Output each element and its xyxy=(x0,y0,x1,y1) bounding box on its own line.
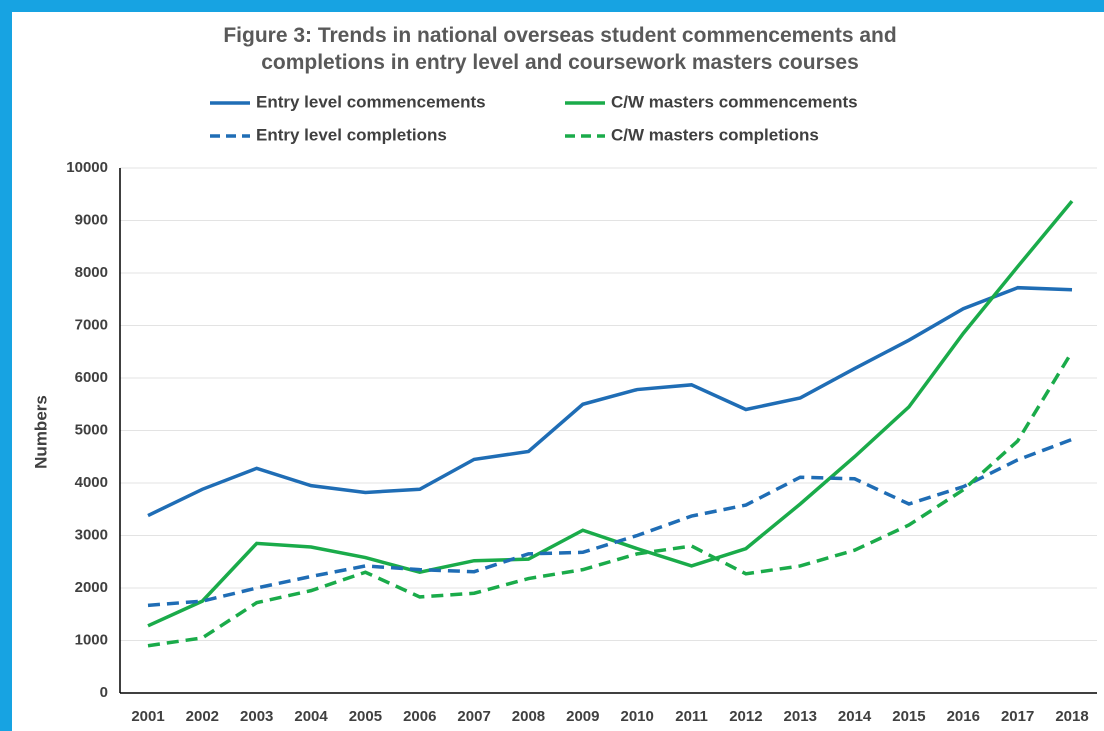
x-tick-label: 2003 xyxy=(240,708,273,725)
y-tick-label: 1000 xyxy=(75,631,108,648)
series-line xyxy=(147,199,1074,628)
legend-label: C/W masters completions xyxy=(611,125,819,144)
x-tick-label: 2016 xyxy=(947,708,980,725)
x-tick-label: 2017 xyxy=(1001,708,1034,725)
y-tick-label: 0 xyxy=(100,684,108,701)
y-tick-label: 6000 xyxy=(75,369,108,386)
y-tick-label: 9000 xyxy=(75,211,108,228)
series-line xyxy=(147,285,1073,518)
series-line xyxy=(147,350,1074,648)
x-tick-label: 2018 xyxy=(1055,708,1088,725)
x-tick-label: 2002 xyxy=(186,708,219,725)
legend-label: Entry level completions xyxy=(256,125,447,144)
x-tick-label: 2007 xyxy=(457,708,490,725)
y-tick-label: 8000 xyxy=(75,264,108,281)
x-tick-label: 2010 xyxy=(620,708,653,725)
y-tick-label: 7000 xyxy=(75,316,108,333)
y-axis-label: Numbers xyxy=(31,395,50,469)
series-line xyxy=(147,437,1073,608)
x-tick-label: 2005 xyxy=(349,708,382,725)
x-tick-label: 2008 xyxy=(512,708,545,725)
y-tick-label: 2000 xyxy=(75,579,108,596)
x-tick-label: 2015 xyxy=(892,708,925,725)
x-tick-label: 2014 xyxy=(838,708,872,725)
x-tick-label: 2012 xyxy=(729,708,762,725)
x-tick-label: 2009 xyxy=(566,708,599,725)
x-tick-label: 2011 xyxy=(675,708,708,725)
legend-label: Entry level commencements xyxy=(256,92,486,111)
y-tick-label: 3000 xyxy=(75,526,108,543)
x-tick-label: 2001 xyxy=(131,708,164,725)
x-tick-label: 2004 xyxy=(294,708,328,725)
x-tick-label: 2013 xyxy=(784,708,817,725)
x-tick-label: 2006 xyxy=(403,708,436,725)
y-tick-label: 4000 xyxy=(75,474,108,491)
legend-label: C/W masters commencements xyxy=(611,92,858,111)
y-tick-label: 10000 xyxy=(66,159,108,176)
y-tick-label: 5000 xyxy=(75,421,108,438)
chart-title: Figure 3: Trends in national overseas st… xyxy=(223,24,897,74)
